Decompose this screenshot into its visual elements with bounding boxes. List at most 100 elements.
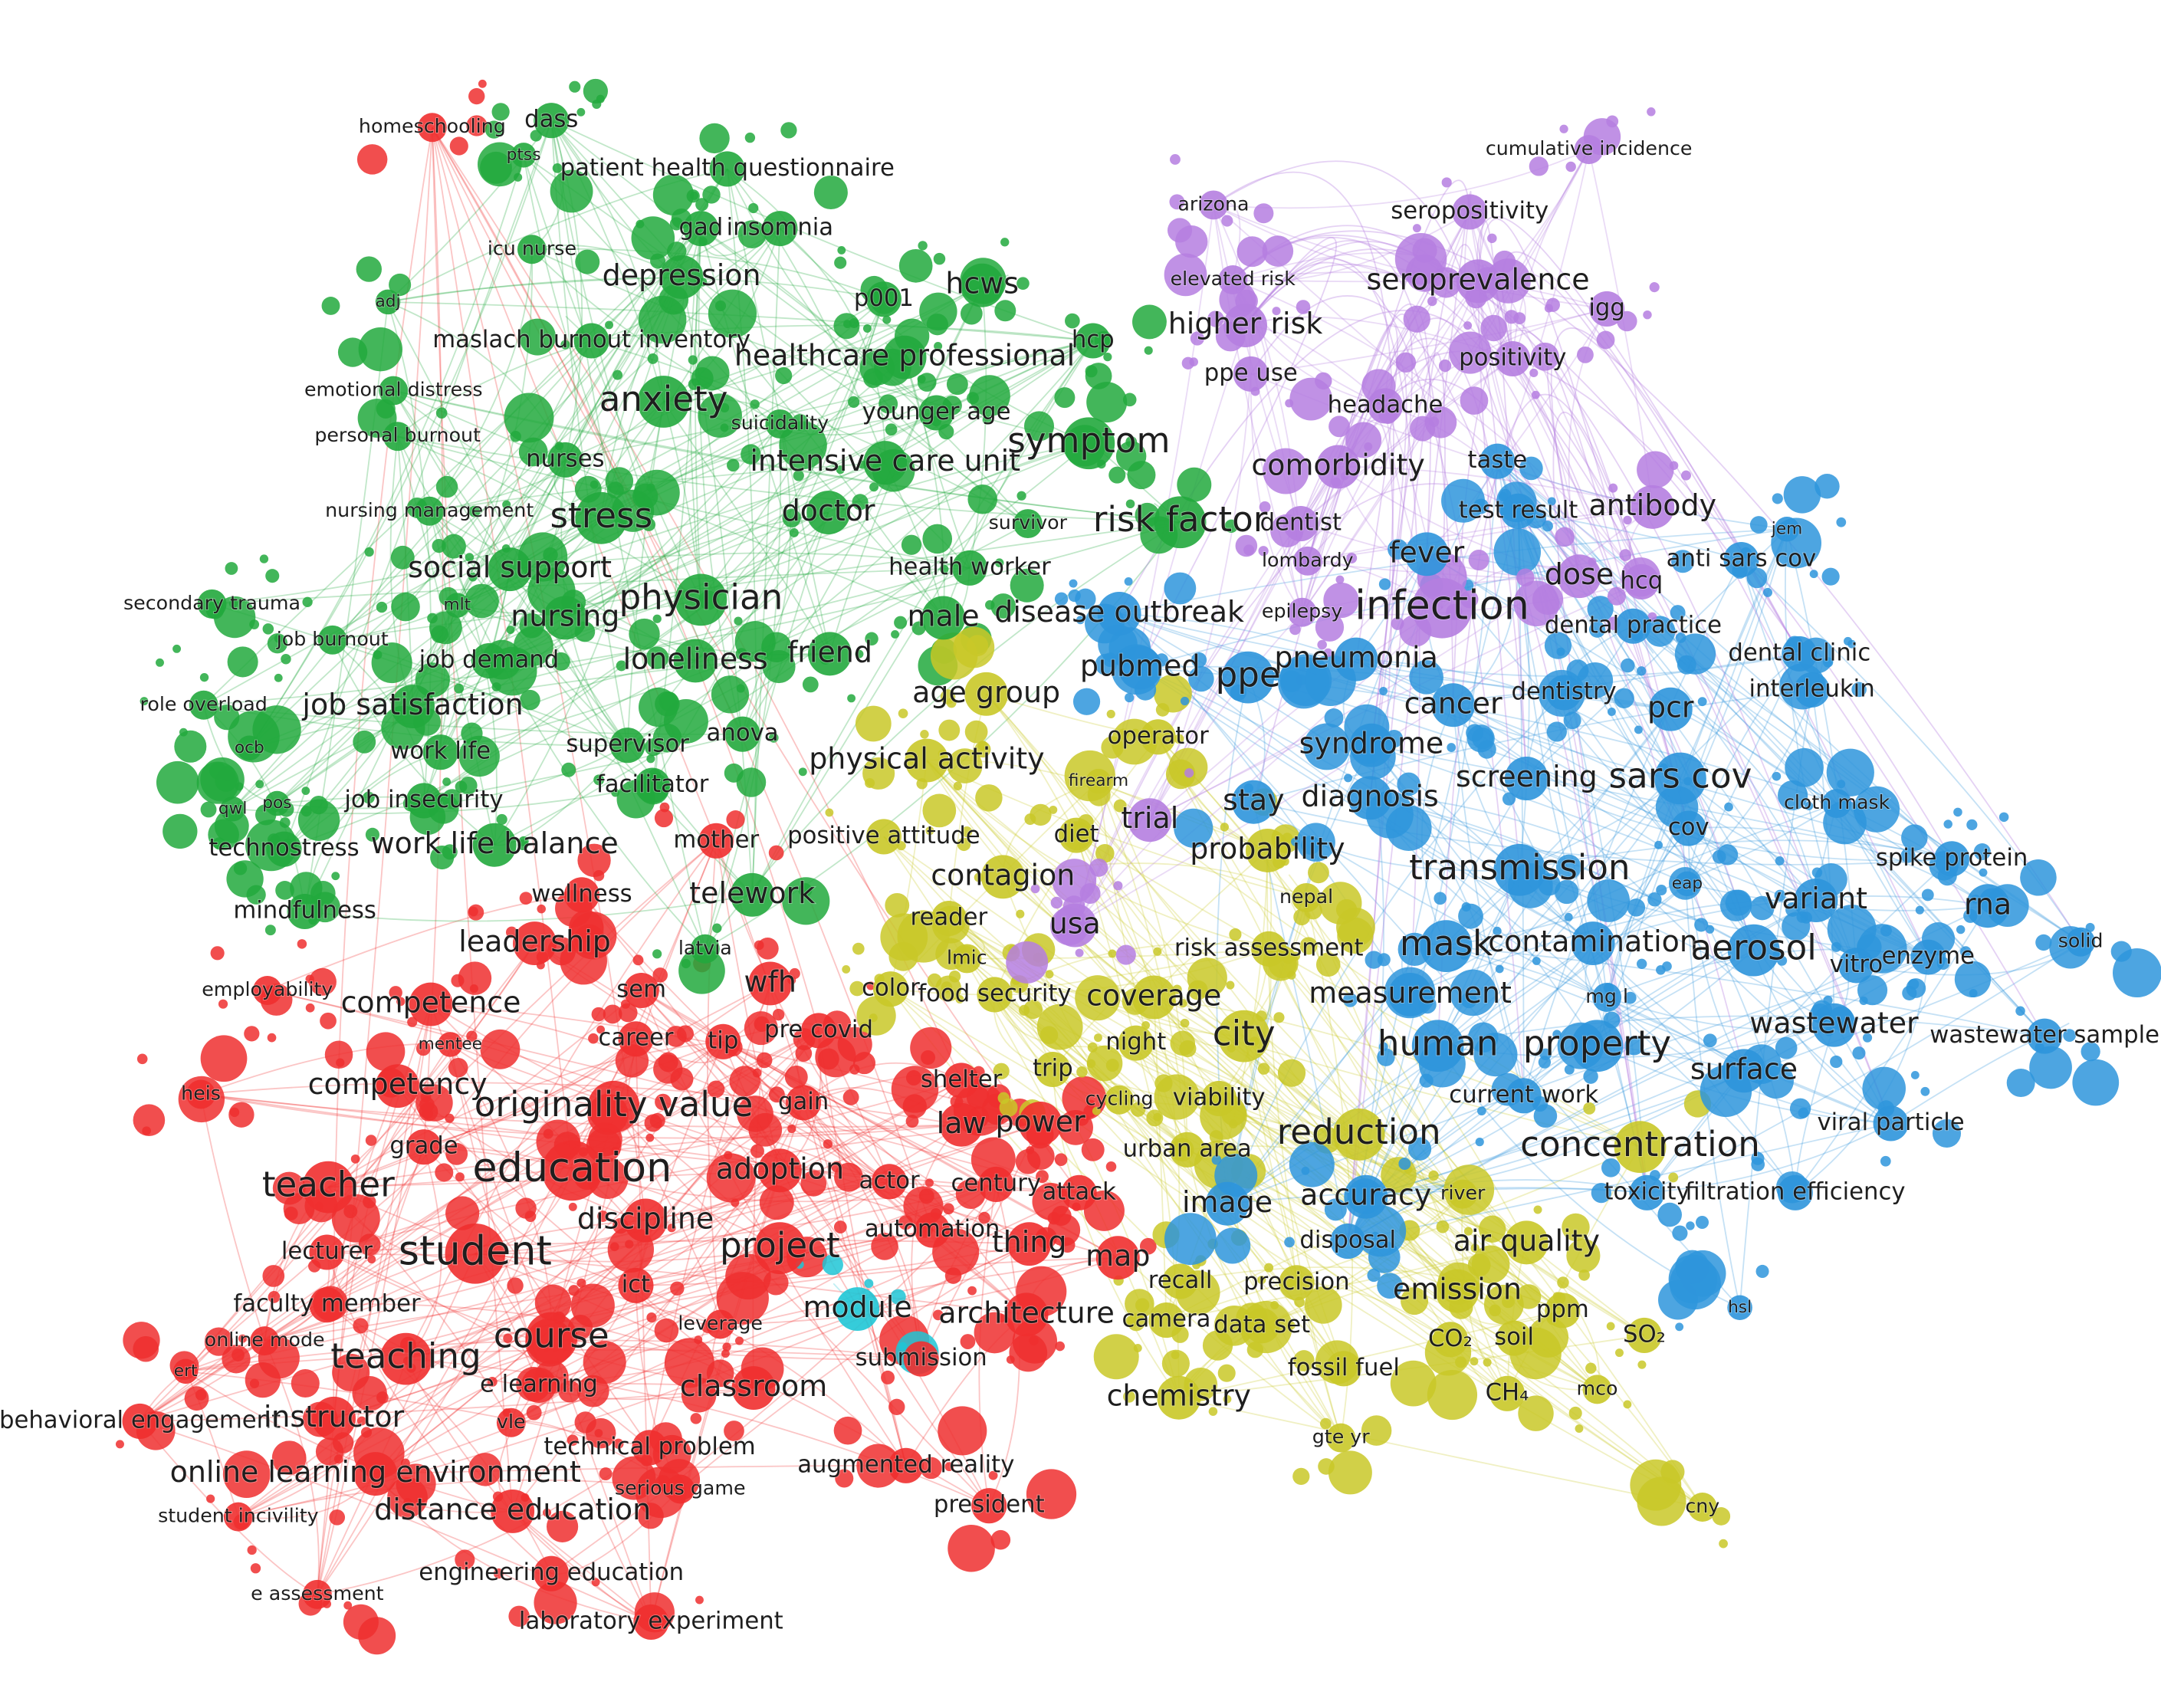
keyword-bubble [791,414,809,431]
keyword-bubble [1932,1118,1962,1148]
keyword-bubble [1455,1356,1467,1368]
edge [695,512,829,662]
keyword-bubble [1226,980,1235,990]
edge [1118,613,1453,706]
edge [1076,834,1640,1148]
keyword-bubble [1697,697,1707,707]
edge [641,990,1030,1245]
keyword-bubble [1118,645,1162,690]
keyword-bubble [1157,1375,1201,1420]
edge [1338,466,1653,508]
keyword-label: epilepsy [1262,600,1342,622]
keyword-bubble [371,642,412,684]
keyword-label: river [1440,1182,1486,1204]
keyword-bubble [1365,951,1383,969]
keyword-bubble [250,1326,280,1356]
edge [1244,258,1420,995]
keyword-bubble [1125,499,1135,509]
bubbles [115,78,2161,1655]
keyword-bubble [856,1444,901,1488]
edge [1526,626,1634,780]
keyword-label: diagnosis [1302,779,1439,813]
keyword-label: anxiety [599,379,728,419]
keyword-bubble [1533,1205,1542,1214]
keyword-bubble [546,1510,579,1542]
keyword-bubble [1644,616,1676,647]
keyword-bubble [577,843,611,877]
keyword-bubble [990,593,1016,619]
keyword-bubble [1032,1182,1070,1220]
keyword-bubble [407,1017,418,1027]
keyword-bubble [575,491,628,544]
keyword-bubble [1607,586,1626,606]
edge [1301,149,1590,613]
keyword-bubble [721,1349,730,1358]
keyword-bubble [1531,390,1540,399]
keyword-bubble [1777,1174,1813,1210]
keyword-bubble [699,123,730,154]
keyword-bubble [1108,466,1126,484]
keyword-bubble [442,777,452,787]
keyword-bubble [534,1555,570,1591]
keyword-bubble [834,1162,863,1192]
keyword-label: viability [1173,1083,1266,1111]
keyword-label: power [995,1105,1085,1138]
keyword-bubble [1377,953,1391,967]
keyword-bubble [593,869,605,882]
keyword-bubble [1395,352,1417,373]
keyword-bubble [1725,889,1752,916]
keyword-bubble [1654,752,1706,805]
keyword-bubble [1782,911,1811,941]
keyword-label: maslach burnout inventory [432,326,750,353]
keyword-bubble [898,1342,908,1351]
keyword-bubble [218,999,228,1009]
keyword-label: mco [1577,1377,1618,1399]
keyword-bubble [775,366,793,385]
keyword-bubble [215,770,238,792]
keyword-bubble [333,1454,343,1464]
keyword-bubble [2063,1029,2076,1042]
keyword-bubble [496,813,507,826]
keyword-label: lmic [947,946,987,968]
edge [387,277,885,303]
keyword-bubble [695,1595,704,1605]
edge [751,340,1094,895]
keyword-bubble [115,1440,124,1449]
keyword-label: ppm [1536,1296,1589,1323]
keyword-bubble [1623,1400,1632,1409]
keyword-bubble [709,151,745,187]
keyword-label: mg l [1585,985,1628,1007]
keyword-bubble [2006,1069,2035,1097]
keyword-bubble [905,738,949,783]
keyword-bubble [1081,1138,1105,1161]
keyword-label: heis [181,1082,221,1105]
keyword-bubble [1687,1493,1717,1522]
keyword-bubble [938,1406,987,1456]
edge [332,639,653,787]
edge [722,1041,1027,1315]
keyword-label: intensive care unit [750,444,1020,478]
keyword-label: property [1523,1023,1671,1063]
keyword-bubble [1095,1236,1140,1280]
keyword-bubble [885,892,910,918]
keyword-label: hcp [1072,326,1115,353]
keyword-label: insomnia [727,214,833,241]
keyword-bubble [1318,1458,1335,1475]
keyword-bubble [843,320,852,329]
keyword-label: anova [707,719,779,747]
keyword-bubble [967,1286,977,1296]
keyword-bubble [265,569,280,583]
keyword-bubble [980,855,1025,899]
keyword-bubble [468,87,485,105]
keyword-label: leverage [678,1312,763,1334]
keyword-bubble [1058,1109,1093,1145]
keyword-bubble [543,1128,553,1139]
keyword-bubble [1670,605,1686,621]
keyword-bubble [204,1327,234,1356]
keyword-bubble [1097,592,1141,636]
keyword-bubble [1823,995,1833,1006]
keyword-bubble [309,1234,345,1270]
keyword-bubble [939,564,949,574]
edge [1158,736,1528,1243]
keyword-bubble [455,780,468,793]
